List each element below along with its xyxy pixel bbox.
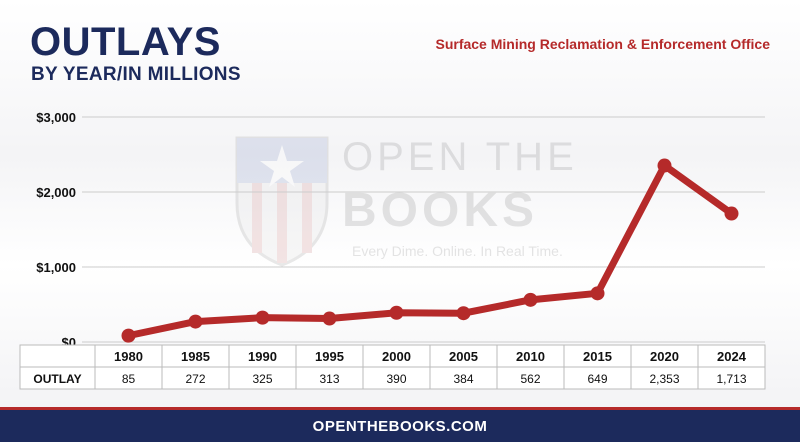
data-label: 2,353 xyxy=(649,372,679,386)
chart-title: OUTLAYS xyxy=(30,20,221,64)
footer-bar: OPENTHEBOOKS.COM xyxy=(0,407,800,442)
watermark-line-2: BOOKS xyxy=(342,184,539,237)
x-tick-label: 2024 xyxy=(717,349,747,364)
data-point xyxy=(322,311,337,326)
data-point xyxy=(523,292,538,307)
watermark-line-1: OPEN THE xyxy=(342,135,578,179)
x-tick-label: 1980 xyxy=(114,349,143,364)
watermark-tagline: Every Dime. Online. In Real Time. xyxy=(352,243,563,259)
x-tick-label: 2010 xyxy=(516,349,545,364)
data-label: 272 xyxy=(185,372,205,386)
x-tick-label: 2005 xyxy=(449,349,478,364)
x-tick-label: 1985 xyxy=(181,349,210,364)
data-point xyxy=(724,206,739,221)
data-label: 562 xyxy=(520,372,540,386)
x-tick-label: 2000 xyxy=(382,349,411,364)
data-point xyxy=(657,158,672,173)
table-row-label: OUTLAY xyxy=(33,372,81,386)
line-chart: $0$1,000$2,000$3,000OUTLAY19808519852721… xyxy=(19,110,766,390)
y-tick-label: $1,000 xyxy=(36,260,76,275)
data-point xyxy=(188,314,203,329)
data-point xyxy=(590,286,605,301)
data-label: 313 xyxy=(319,372,339,386)
data-label: 85 xyxy=(122,372,136,386)
data-label: 384 xyxy=(453,372,473,386)
x-tick-label: 2015 xyxy=(583,349,612,364)
data-point xyxy=(121,328,136,343)
data-label: 1,713 xyxy=(716,372,746,386)
data-point xyxy=(255,310,270,325)
x-tick-label: 1995 xyxy=(315,349,344,364)
footer-url[interactable]: OPENTHEBOOKS.COM xyxy=(312,417,488,435)
shield-logo-icon xyxy=(235,136,329,267)
data-label: 649 xyxy=(587,372,607,386)
x-tick-label: 2020 xyxy=(650,349,679,364)
watermark: OPEN THE BOOKS Every Dime. Online. In Re… xyxy=(222,125,602,275)
data-point xyxy=(389,305,404,320)
x-tick-label: 1990 xyxy=(248,349,277,364)
data-point xyxy=(456,306,471,321)
agency-name: Surface Mining Reclamation & Enforcement… xyxy=(435,36,770,52)
y-tick-label: $2,000 xyxy=(36,185,76,200)
data-label: 390 xyxy=(386,372,406,386)
data-label: 325 xyxy=(252,372,272,386)
series-line xyxy=(125,162,735,340)
y-tick-label: $3,000 xyxy=(36,110,76,125)
chart-subtitle: BY YEAR/IN MILLIONS xyxy=(31,64,241,85)
